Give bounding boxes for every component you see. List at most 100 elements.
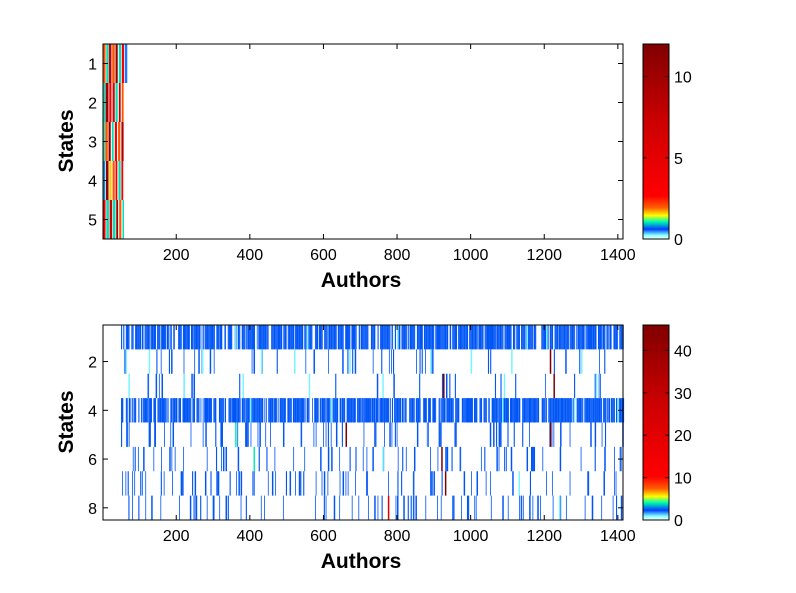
bottom-cell-state-7 xyxy=(141,471,143,496)
bottom-cell-state-8 xyxy=(403,495,405,520)
bottom-cell-state-6 xyxy=(174,446,176,472)
bottom-cell-state-1 xyxy=(273,325,276,350)
bottom-cell-state-7 xyxy=(441,471,443,496)
bottom-cell-state-6 xyxy=(526,446,529,472)
bottom-cell-state-7 xyxy=(471,471,472,496)
bottom-cell-state-4 xyxy=(412,398,414,423)
bottom-cell-state-4 xyxy=(131,398,133,423)
bottom-cell-state-4 xyxy=(299,398,301,423)
bottom-cell-state-4 xyxy=(183,398,186,423)
top-colorbar-ticks: 0 5 10 xyxy=(643,70,692,249)
bottom-cell-state-2 xyxy=(549,349,552,374)
bottom-cell-state-7 xyxy=(253,471,255,496)
bottom-cell-state-4 xyxy=(347,398,349,423)
bottom-cell-state-7 xyxy=(163,471,165,496)
bottom-cell-state-1 xyxy=(137,325,139,350)
bottom-cell-state-1 xyxy=(351,325,353,350)
bottom-cell-state-1 xyxy=(546,325,548,350)
bottom-cell-state-1 xyxy=(574,325,575,350)
bottom-cell-state-1 xyxy=(218,325,220,350)
bottom-cell-state-4 xyxy=(510,398,512,423)
top-cell-state-2 xyxy=(118,83,121,122)
bottom-cell-state-8 xyxy=(260,495,262,520)
bottom-cell-state-5 xyxy=(126,422,128,447)
bottom-cell-state-4 xyxy=(532,398,534,423)
bottom-cell-state-7 xyxy=(238,471,240,496)
bottom-cell-state-4 xyxy=(386,398,388,423)
bottom-cell-state-6 xyxy=(169,446,171,472)
bottom-cell-state-4 xyxy=(161,398,163,423)
bottom-cell-state-1 xyxy=(151,325,153,350)
bottom-cell-state-4 xyxy=(346,398,348,423)
bottom-cell-state-4 xyxy=(162,398,165,423)
bottom-cell-state-4 xyxy=(352,398,354,423)
bottom-cell-state-1 xyxy=(497,325,499,350)
bottom-cell-state-3 xyxy=(193,373,196,399)
bottom-cell-state-1 xyxy=(512,325,515,350)
top-cell-state-1 xyxy=(118,44,122,83)
bottom-cell-state-4 xyxy=(241,398,244,423)
bottom-cell-state-1 xyxy=(210,325,212,350)
bottom-cell-state-4 xyxy=(600,398,602,423)
bottom-cell-state-4 xyxy=(143,398,145,423)
bottom-cell-state-3 xyxy=(594,373,596,399)
bottom-cell-state-1 xyxy=(135,325,136,350)
bottom-cell-state-1 xyxy=(391,325,393,350)
bottom-cell-state-1 xyxy=(306,325,309,350)
bottom-cell-state-1 xyxy=(253,325,255,350)
bottom-cell-state-1 xyxy=(401,325,403,350)
bottom-cell-state-5 xyxy=(498,422,501,447)
bottom-cell-state-4 xyxy=(253,398,256,423)
bottom-cell-state-2 xyxy=(260,349,263,374)
x-tick-label: 400 xyxy=(236,528,263,545)
bottom-cell-state-1 xyxy=(502,325,504,350)
bottom-cell-state-7 xyxy=(194,471,197,496)
bottom-cell-state-4 xyxy=(281,398,283,423)
bottom-cell-state-4 xyxy=(392,398,394,423)
bottom-cell-state-4 xyxy=(385,398,387,423)
bottom-cell-state-1 xyxy=(310,325,312,350)
bottom-cell-state-1 xyxy=(272,325,274,350)
bottom-cell-state-4 xyxy=(599,398,601,423)
bottom-cell-state-2 xyxy=(354,349,357,374)
bottom-cell-state-2 xyxy=(293,349,296,374)
bottom-cell-state-4 xyxy=(419,398,421,423)
bottom-cell-state-4 xyxy=(402,398,404,423)
bottom-cell-state-8 xyxy=(179,495,180,520)
bottom-cell-state-4 xyxy=(277,398,279,423)
bottom-cell-state-5 xyxy=(493,422,495,447)
bottom-cell-state-8 xyxy=(437,495,438,520)
bottom-cell-state-1 xyxy=(283,325,285,350)
bottom-cell-state-7 xyxy=(125,471,127,496)
bottom-cell-state-4 xyxy=(448,398,451,423)
bottom-cell-state-4 xyxy=(358,398,361,423)
bottom-cell-state-8 xyxy=(200,495,202,520)
colorbar-tick-label: 5 xyxy=(674,151,683,168)
bottom-cell-state-3 xyxy=(183,373,186,399)
bottom-cell-state-1 xyxy=(469,325,471,350)
bottom-cell-state-8 xyxy=(601,495,603,520)
bottom-cell-state-6 xyxy=(430,446,431,472)
bottom-cell-state-4 xyxy=(161,398,162,423)
bottom-cell-state-4 xyxy=(483,398,485,423)
bottom-cell-state-8 xyxy=(351,495,353,520)
bottom-cell-state-6 xyxy=(604,446,606,472)
bottom-cell-state-1 xyxy=(411,325,413,350)
bottom-cell-state-7 xyxy=(433,471,435,496)
bottom-cell-state-4 xyxy=(135,398,137,423)
bottom-cell-state-1 xyxy=(465,325,466,350)
bottom-cell-state-1 xyxy=(345,325,346,350)
bottom-cell-state-1 xyxy=(609,325,611,350)
bottom-cell-state-4 xyxy=(283,398,286,423)
bottom-cell-state-4 xyxy=(279,398,282,423)
bottom-cell-state-1 xyxy=(355,325,356,350)
bottom-cell-state-1 xyxy=(518,325,519,350)
bottom-cell-state-1 xyxy=(430,325,432,350)
bottom-cell-state-1 xyxy=(363,325,365,350)
bottom-cell-state-1 xyxy=(320,325,322,350)
bottom-cell-state-1 xyxy=(570,325,572,350)
bottom-cell-state-1 xyxy=(474,325,477,350)
bottom-cell-state-3 xyxy=(544,373,546,399)
bottom-cell-state-1 xyxy=(121,325,123,350)
